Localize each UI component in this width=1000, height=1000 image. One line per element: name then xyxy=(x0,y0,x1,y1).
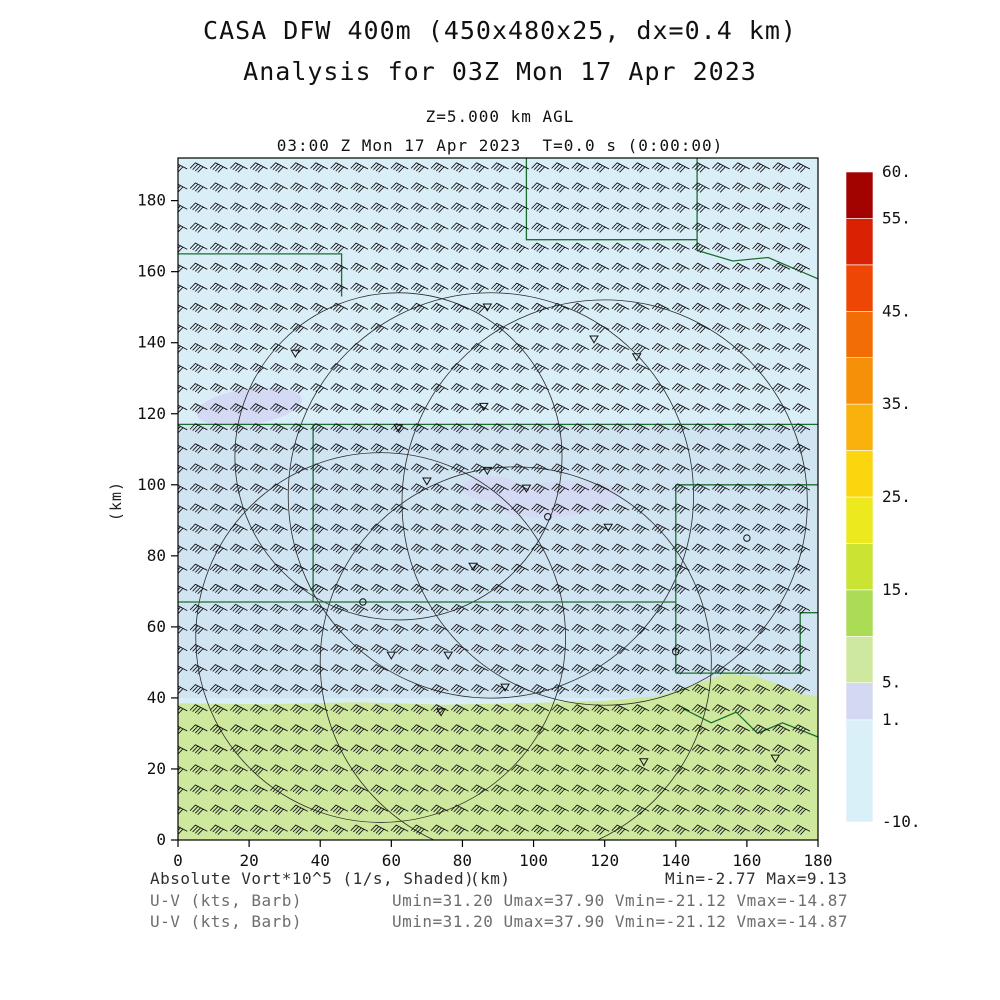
wind-field-label-1: U-V (kts, Barb) xyxy=(150,891,302,910)
svg-text:60.: 60. xyxy=(882,162,911,181)
svg-text:140: 140 xyxy=(661,851,690,870)
plot-frame xyxy=(177,157,819,841)
svg-text:80: 80 xyxy=(453,851,472,870)
svg-text:120: 120 xyxy=(137,404,166,423)
svg-text:100: 100 xyxy=(137,475,166,494)
svg-text:160: 160 xyxy=(732,851,761,870)
wind-field-label-2: U-V (kts, Barb) xyxy=(150,912,302,931)
chart-subtitle: Analysis for 03Z Mon 17 Apr 2023 xyxy=(243,57,757,86)
svg-text:15.: 15. xyxy=(882,580,911,599)
x-axis-label: (km) xyxy=(470,869,511,888)
svg-text:180: 180 xyxy=(804,851,833,870)
svg-text:25.: 25. xyxy=(882,487,911,506)
svg-text:55.: 55. xyxy=(882,208,911,227)
level-label: Z=5.000 km AGL xyxy=(425,107,575,126)
map-layers xyxy=(178,158,818,840)
chart-title: CASA DFW 400m (450x480x25, dx=0.4 km) xyxy=(203,16,797,45)
svg-text:20: 20 xyxy=(239,851,258,870)
shaded-field-label: Absolute Vort*10^5 (1/s, Shaded) xyxy=(150,869,475,888)
svg-text:-10.: -10. xyxy=(882,812,921,831)
valid-time-label: 03:00 Z Mon 17 Apr 2023 T=0.0 s (0:00:00… xyxy=(276,136,724,155)
svg-text:5.: 5. xyxy=(882,673,901,692)
svg-text:60: 60 xyxy=(382,851,401,870)
svg-text:35.: 35. xyxy=(882,394,911,413)
axes: 0 20 40 60 80 100 120 140 160 180 0 20 40 60 80 100 120 1… xyxy=(137,191,832,870)
svg-text:120: 120 xyxy=(590,851,619,870)
svg-text:0: 0 xyxy=(173,851,183,870)
wind-minmax-label-1: Umin=31.20 Umax=37.90 Vmin=-21.12 Vmax=-… xyxy=(392,891,848,910)
svg-text:140: 140 xyxy=(137,333,166,352)
svg-text:40: 40 xyxy=(147,688,166,707)
field-minmax-label: Min=-2.77 Max=9.13 xyxy=(665,869,848,888)
svg-text:1.: 1. xyxy=(882,710,901,729)
svg-text:0: 0 xyxy=(156,830,166,849)
svg-text:100: 100 xyxy=(519,851,548,870)
svg-text:40: 40 xyxy=(311,851,330,870)
svg-text:20: 20 xyxy=(147,759,166,778)
station-markers xyxy=(290,303,781,767)
svg-text:180: 180 xyxy=(137,191,166,210)
wind-minmax-label-2: Umin=31.20 Umax=37.90 Vmin=-21.12 Vmax=-… xyxy=(392,912,848,931)
county-boundaries xyxy=(178,158,818,738)
svg-text:45.: 45. xyxy=(882,301,911,320)
shaded-vorticity-field xyxy=(178,158,818,840)
radar-range-circles xyxy=(195,292,808,840)
colorbar: 60. 55. 45. 35. 25. 15. 5. 1. -10. xyxy=(845,162,921,831)
svg-text:160: 160 xyxy=(137,262,166,281)
svg-text:80: 80 xyxy=(147,546,166,565)
svg-text:60: 60 xyxy=(147,617,166,636)
